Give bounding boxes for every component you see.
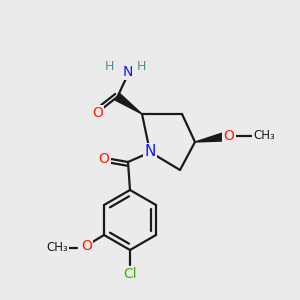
Polygon shape — [115, 94, 142, 114]
Text: O: O — [81, 239, 92, 254]
Text: H: H — [137, 60, 146, 73]
Text: CH₃: CH₃ — [253, 130, 275, 142]
Text: O: O — [224, 129, 234, 143]
Text: O: O — [99, 152, 110, 166]
Text: CH₃: CH₃ — [46, 241, 68, 254]
Text: Cl: Cl — [123, 267, 137, 281]
Text: H: H — [105, 60, 114, 73]
Text: O: O — [92, 106, 103, 120]
Polygon shape — [195, 133, 224, 142]
Text: N: N — [122, 65, 133, 79]
Text: N: N — [144, 145, 156, 160]
